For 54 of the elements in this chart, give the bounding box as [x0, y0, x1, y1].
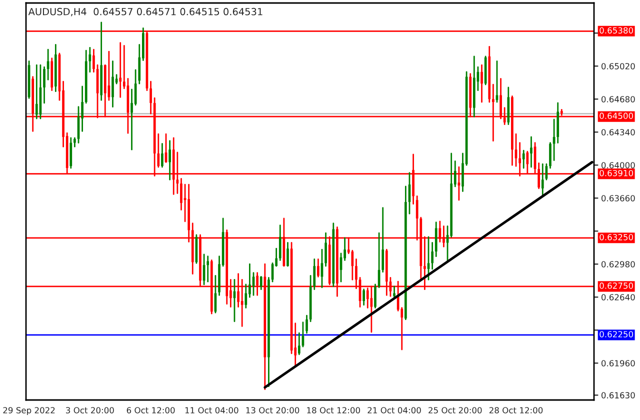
x-tick-label: 11 Oct 04:00	[185, 407, 238, 414]
ref-line-label: 0.65380	[600, 27, 634, 34]
candlestick	[541, 163, 544, 197]
candlestick	[43, 66, 46, 104]
candlestick	[260, 276, 262, 290]
chart-title: AUDUSD,H4 0.64557 0.64571 0.64515 0.64531	[28, 8, 262, 16]
candlestick	[434, 222, 438, 258]
candlestick	[522, 150, 525, 169]
candlestick	[480, 64, 483, 103]
candlestick	[549, 142, 552, 169]
y-tick-label: 0.62640	[601, 294, 635, 300]
candlestick	[324, 232, 327, 267]
candlestick	[374, 284, 376, 308]
candlestick	[286, 242, 289, 267]
y-tick-label: 0.64000	[601, 162, 635, 168]
x-tick-label: 3 Oct 20:00	[66, 407, 114, 414]
candlestick	[92, 48, 95, 73]
candlestick	[317, 258, 320, 278]
y-tick-label: 0.64680	[601, 96, 635, 102]
candlestick	[35, 64, 38, 120]
candlestick	[70, 137, 72, 169]
candlestick	[362, 288, 366, 306]
x-tick-label: 6 Oct 12:00	[126, 407, 175, 414]
candlestick	[278, 224, 282, 261]
x-tick-label: 28 Oct 12:00	[489, 407, 543, 414]
candlestick	[168, 140, 171, 180]
candlestick	[431, 242, 434, 270]
ref-line-label: 0.63250	[600, 234, 634, 240]
candlestick	[244, 284, 248, 308]
y-tick-label: 0.63660	[601, 195, 635, 202]
x-tick-label: 13 Oct 20:00	[246, 407, 300, 414]
ref-line-label: 0.62250	[600, 331, 634, 338]
y-tick-label: 0.61960	[601, 360, 635, 366]
x-tick-label: 21 Oct 04:00	[368, 407, 421, 414]
ref-line-label: 0.63910	[600, 170, 634, 176]
y-tick-label: 0.62980	[601, 261, 635, 268]
candlestick	[206, 256, 210, 282]
x-tick-label: 18 Oct 12:00	[307, 407, 360, 414]
candlestick	[382, 207, 384, 273]
y-tick-label: 0.65020	[601, 63, 635, 70]
candlestick	[298, 332, 300, 356]
x-tick-label: 25 Oct 20:00	[428, 407, 482, 414]
candlestick	[119, 42, 122, 98]
candlestick	[161, 143, 164, 168]
y-tick-label: 0.61630	[601, 392, 635, 398]
candlestick	[530, 136, 532, 168]
ref-line-label: 0.64500	[600, 112, 634, 119]
x-tick-label: 29 Sep 2022	[3, 407, 55, 416]
y-tick-label: 0.64340	[601, 129, 635, 136]
candlestick	[393, 286, 396, 299]
candlestick	[306, 314, 308, 334]
candlestick	[112, 60, 114, 108]
ref-line-label: 0.62750	[600, 282, 634, 289]
candlestick	[180, 178, 182, 210]
